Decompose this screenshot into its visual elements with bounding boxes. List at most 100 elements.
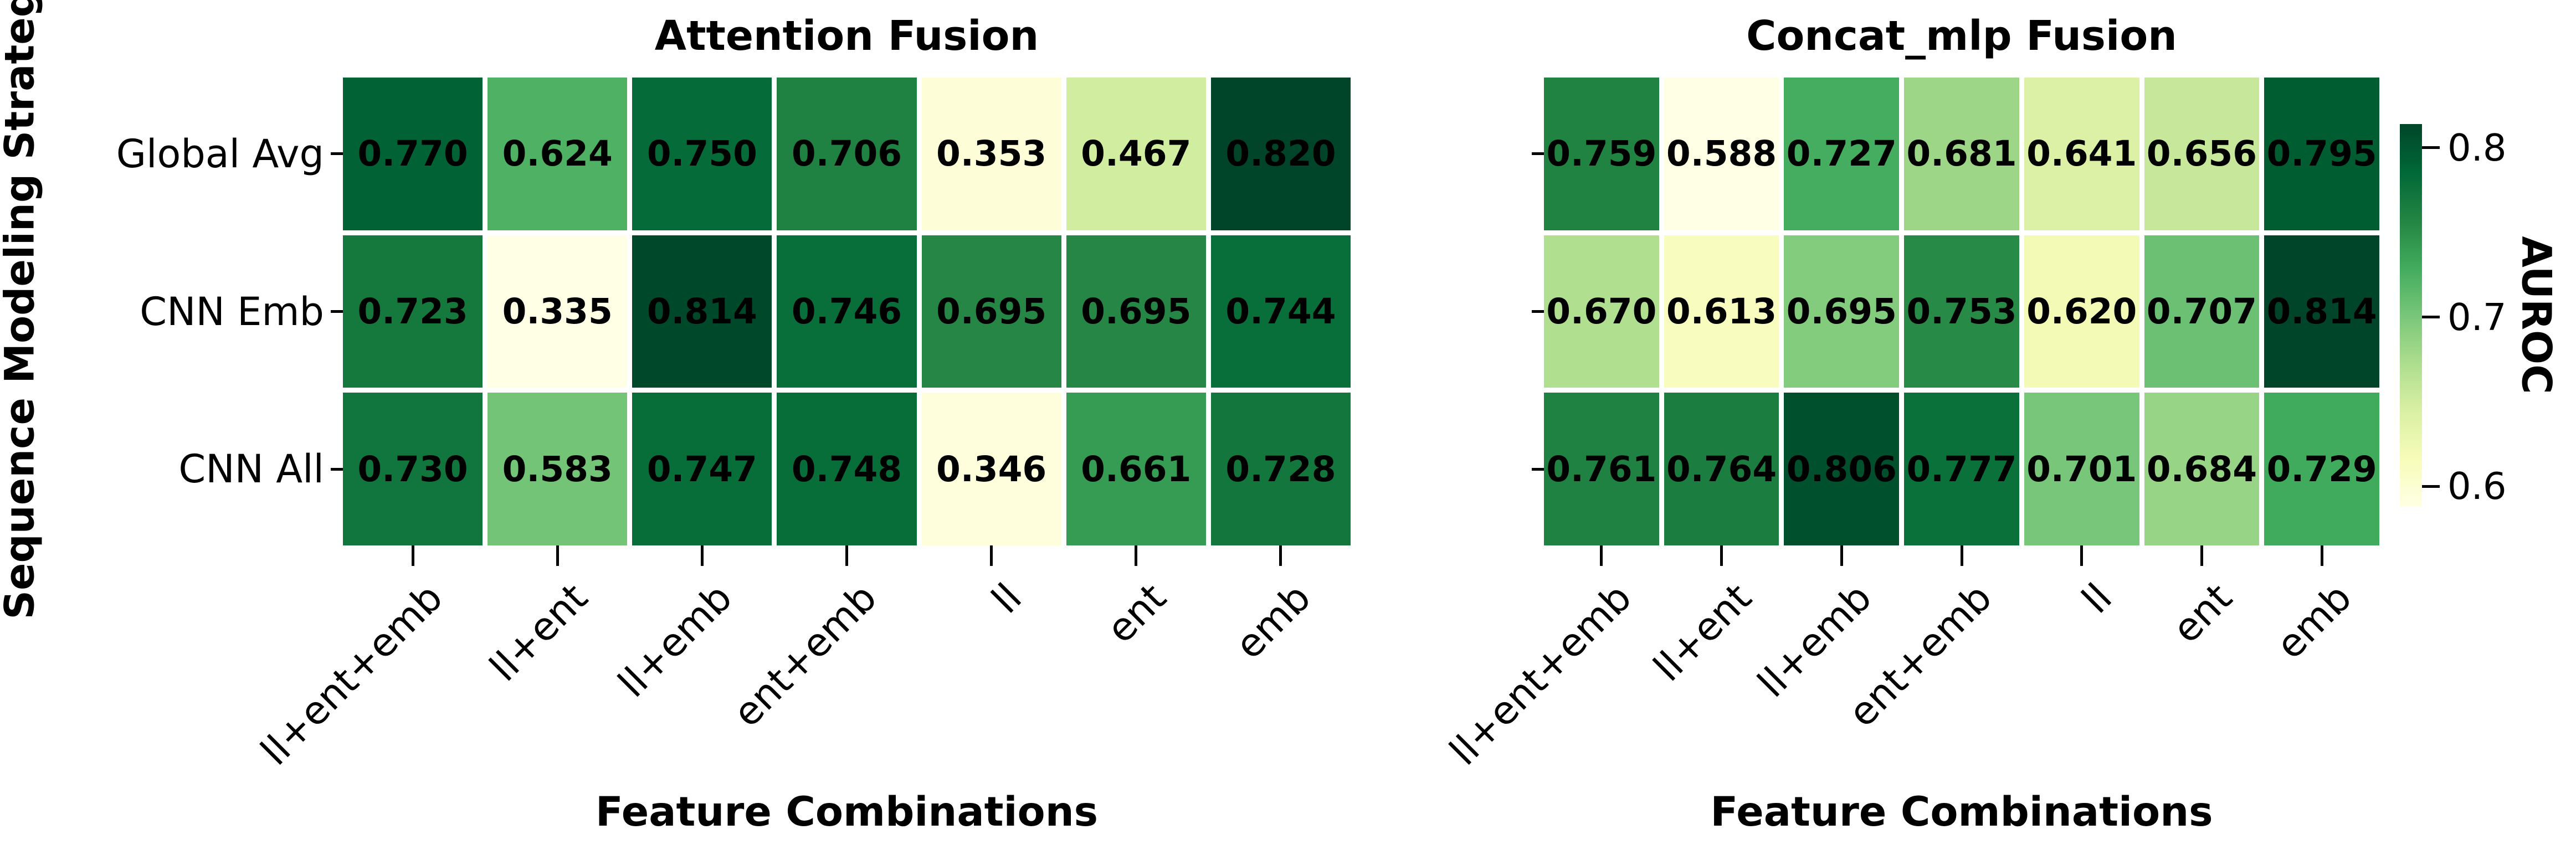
heatmap-cell: 0.729 bbox=[2264, 393, 2379, 545]
heatmap-cell: 0.707 bbox=[2144, 235, 2260, 388]
heatmap-cell: 0.701 bbox=[2024, 393, 2139, 545]
row-tick bbox=[331, 467, 343, 471]
colorbar-tick-label: 0.6 bbox=[2447, 465, 2507, 508]
col-tick bbox=[2200, 545, 2203, 566]
cell-value: 0.695 bbox=[936, 291, 1047, 332]
cell-value: 0.730 bbox=[357, 449, 468, 490]
cell-value: 0.727 bbox=[1786, 133, 1897, 174]
cell-value: 0.641 bbox=[2026, 133, 2137, 174]
cell-value: 0.750 bbox=[646, 133, 757, 174]
cell-value: 0.770 bbox=[357, 133, 468, 174]
col-label: emb bbox=[2267, 575, 2361, 668]
col-label: ll+ent bbox=[1645, 575, 1761, 691]
col-label: ll+ent bbox=[480, 575, 597, 691]
x-axis-label: Feature Combinations bbox=[595, 789, 1099, 836]
col-tick bbox=[1960, 545, 1963, 566]
heatmap-cell: 0.748 bbox=[777, 393, 917, 545]
col-label: emb bbox=[1226, 575, 1320, 668]
col-tick bbox=[1600, 545, 1603, 566]
cell-value: 0.744 bbox=[1225, 291, 1336, 332]
cell-value: 0.706 bbox=[791, 133, 902, 174]
heatmap-cell: 0.727 bbox=[1784, 78, 1900, 230]
col-label: ll+ent+emb bbox=[1441, 575, 1640, 774]
heatmap-cell: 0.681 bbox=[1904, 78, 2019, 230]
colorbar-tick-label: 0.8 bbox=[2447, 126, 2507, 169]
heatmap-cell: 0.695 bbox=[1784, 235, 1900, 388]
heatmap-cell: 0.753 bbox=[1904, 235, 2019, 388]
heatmap-cell: 0.620 bbox=[2024, 235, 2139, 388]
cell-value: 0.346 bbox=[936, 449, 1047, 490]
cell-value: 0.795 bbox=[2266, 133, 2377, 174]
colorbar-tick-label: 0.7 bbox=[2447, 295, 2507, 339]
heatmap-cell: 0.656 bbox=[2144, 78, 2260, 230]
heatmap-cell: 0.814 bbox=[632, 235, 772, 388]
heatmap-cell: 0.728 bbox=[1210, 393, 1351, 545]
colorbar-tick bbox=[2422, 316, 2440, 319]
cell-value: 0.624 bbox=[502, 133, 613, 174]
cell-value: 0.753 bbox=[1906, 291, 2017, 332]
cell-value: 0.728 bbox=[1225, 449, 1336, 490]
heatmap-cell: 0.770 bbox=[343, 78, 483, 230]
row-tick bbox=[331, 310, 343, 313]
heatmap-cell: 0.346 bbox=[921, 393, 1061, 545]
col-tick bbox=[2080, 545, 2084, 566]
heatmap-cell: 0.814 bbox=[2264, 235, 2379, 388]
heatmap-title: Concat_mlp Fusion bbox=[1746, 12, 2177, 60]
heatmap-cell: 0.759 bbox=[1544, 78, 1659, 230]
cell-value: 0.729 bbox=[2266, 449, 2377, 490]
cell-value: 0.681 bbox=[1906, 133, 2017, 174]
col-tick bbox=[1720, 545, 1723, 566]
col-tick bbox=[411, 545, 414, 566]
heatmap-cell: 0.746 bbox=[777, 235, 917, 388]
row-label: CNN Emb bbox=[140, 289, 324, 334]
col-label: ll bbox=[2073, 575, 2121, 622]
col-label: ll bbox=[983, 575, 1030, 622]
heatmap-cell: 0.661 bbox=[1066, 393, 1206, 545]
cell-value: 0.747 bbox=[646, 449, 757, 490]
cell-value: 0.707 bbox=[2146, 291, 2257, 332]
heatmap-cell: 0.795 bbox=[2264, 78, 2379, 230]
cell-value: 0.620 bbox=[2026, 291, 2137, 332]
heatmap-cell: 0.613 bbox=[1664, 235, 1779, 388]
col-tick bbox=[700, 545, 704, 566]
cell-value: 0.814 bbox=[646, 291, 757, 332]
cell-value: 0.695 bbox=[1081, 291, 1192, 332]
heatmap-cell: 0.353 bbox=[921, 78, 1061, 230]
col-label: ent+emb bbox=[724, 575, 886, 736]
cell-value: 0.588 bbox=[1666, 133, 1777, 174]
row-tick bbox=[1532, 152, 1544, 156]
heatmap-cell: 0.641 bbox=[2024, 78, 2139, 230]
row-label: CNN All bbox=[178, 446, 324, 492]
col-label: ent bbox=[2163, 575, 2241, 652]
x-axis-label: Feature Combinations bbox=[1710, 789, 2213, 836]
heatmap-title: Attention Fusion bbox=[654, 12, 1039, 60]
heatmap-cell: 0.588 bbox=[1664, 78, 1779, 230]
cell-value: 0.583 bbox=[502, 449, 613, 490]
heatmap-cell: 0.684 bbox=[2144, 393, 2260, 545]
row-tick bbox=[331, 152, 343, 156]
heatmap-cell: 0.764 bbox=[1664, 393, 1779, 545]
col-tick bbox=[990, 545, 993, 566]
cell-value: 0.467 bbox=[1081, 133, 1192, 174]
heatmap-cell: 0.723 bbox=[343, 235, 483, 388]
cell-value: 0.353 bbox=[936, 133, 1047, 174]
heatmap-cell: 0.750 bbox=[632, 78, 772, 230]
cell-value: 0.670 bbox=[1546, 291, 1657, 332]
cell-value: 0.746 bbox=[791, 291, 902, 332]
cell-value: 0.661 bbox=[1081, 449, 1192, 490]
heatmap-cell: 0.624 bbox=[488, 78, 628, 230]
cell-value: 0.748 bbox=[791, 449, 902, 490]
cell-value: 0.777 bbox=[1906, 449, 2017, 490]
cell-value: 0.764 bbox=[1666, 449, 1777, 490]
row-tick bbox=[1532, 467, 1544, 471]
heatmap-cell: 0.806 bbox=[1784, 393, 1900, 545]
heatmap-cell: 0.777 bbox=[1904, 393, 2019, 545]
col-tick bbox=[1840, 545, 1843, 566]
heatmap-cell: 0.730 bbox=[343, 393, 483, 545]
cell-value: 0.613 bbox=[1666, 291, 1777, 332]
cell-value: 0.701 bbox=[2026, 449, 2137, 490]
colorbar-tick bbox=[2422, 146, 2440, 150]
col-tick bbox=[1279, 545, 1282, 566]
colorbar-label: AUROC bbox=[2512, 236, 2560, 394]
